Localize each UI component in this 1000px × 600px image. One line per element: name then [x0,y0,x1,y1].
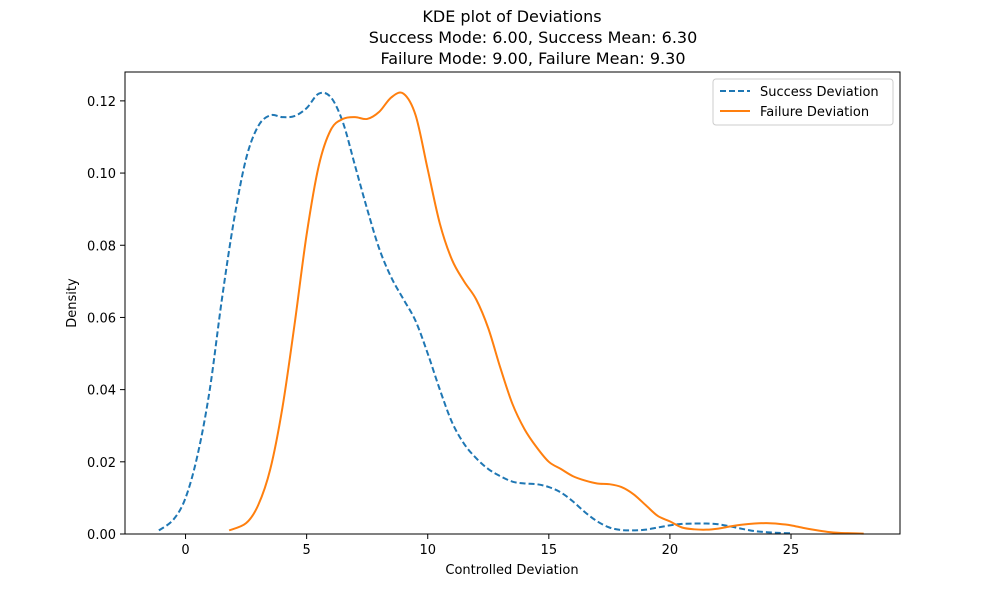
series-lines [158,91,864,535]
y-tick-label: 0.00 [87,528,116,543]
legend-label-success: Success Deviation [760,85,879,100]
y-tick-label: 0.12 [87,95,116,110]
x-axis-ticks: 0 5 10 15 20 25 [181,534,799,558]
plot-frame [124,71,901,535]
series-line-success [158,91,792,535]
y-tick-label: 0.06 [87,311,116,326]
y-tick-label: 0.04 [87,384,116,399]
legend: Success Deviation Failure Deviation [712,78,894,126]
y-tick-label: 0.02 [87,456,116,471]
title-line-3: Failure Mode: 9.00, Failure Mean: 9.30 [380,49,685,68]
chart-title: KDE plot of Deviations Success Mode: 6.0… [369,7,698,68]
x-axis-label: Controlled Deviation [445,563,578,578]
y-axis-ticks: 0.00 0.02 0.04 0.06 0.08 0.10 0.12 [87,95,125,543]
x-tick-label: 5 [303,543,311,558]
series-line-failure [228,91,864,535]
y-tick-label: 0.10 [87,167,116,182]
legend-box [712,78,894,126]
x-tick-label: 25 [783,543,800,558]
x-tick-label: 0 [181,543,189,558]
y-axis-label: Density [65,278,80,328]
x-tick-label: 20 [662,543,679,558]
title-line-2: Success Mode: 6.00, Success Mean: 6.30 [369,28,698,47]
title-line-1: KDE plot of Deviations [422,7,601,26]
x-tick-label: 10 [419,543,436,558]
y-tick-label: 0.08 [87,239,116,254]
x-tick-label: 15 [541,543,558,558]
legend-label-failure: Failure Deviation [760,105,869,120]
